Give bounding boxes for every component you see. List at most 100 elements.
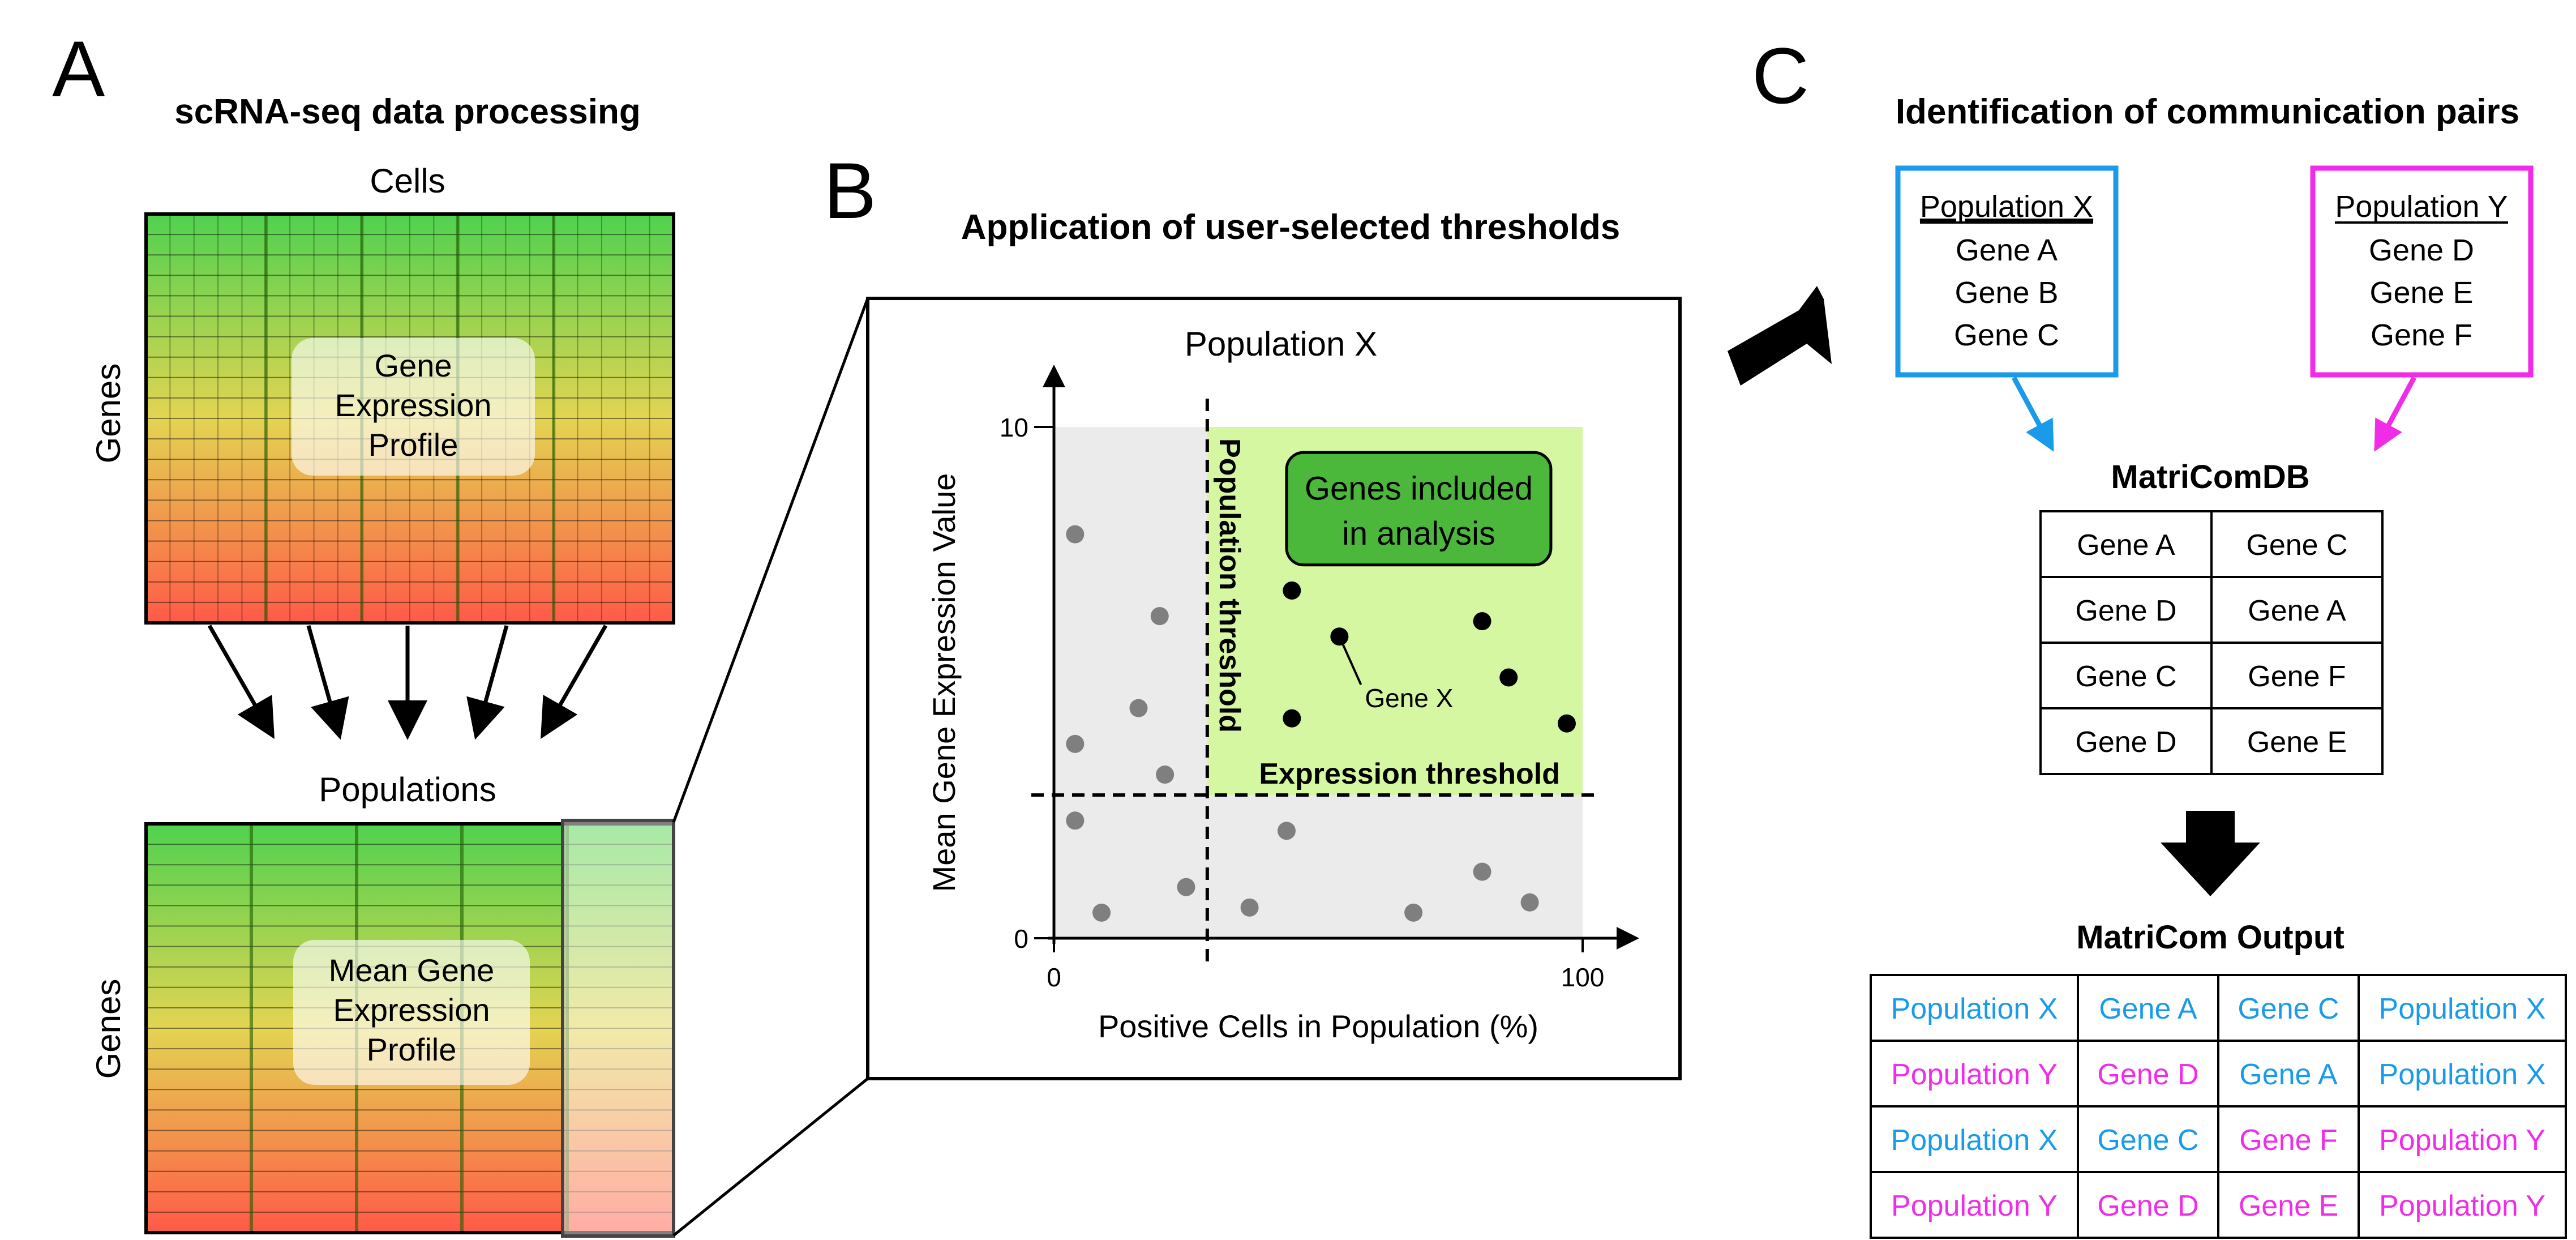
genes-label-top: Genes xyxy=(89,364,127,464)
output-cell-text: Gene D xyxy=(2097,1058,2198,1091)
population-y-gene-2: Gene E xyxy=(2369,276,2473,310)
gene-x-label: Gene X xyxy=(1365,683,1453,713)
excluded-gene-point xyxy=(1520,893,1539,912)
excluded-gene-point xyxy=(1092,903,1111,922)
db-cell-text: Gene D xyxy=(2075,726,2176,759)
db-cell-text: Gene A xyxy=(2248,595,2346,627)
excluded-gene-point xyxy=(1156,766,1175,784)
profile-line-2: Expression xyxy=(335,387,491,423)
excluded-gene-point xyxy=(1066,525,1085,544)
excluded-gene-point xyxy=(1277,822,1296,840)
output-cell-text: Gene C xyxy=(2238,993,2339,1025)
cell-gene-matrix: Gene Expression Profile xyxy=(144,212,675,625)
excluded-gene-point xyxy=(1066,811,1085,830)
selected-population-column xyxy=(561,819,675,1238)
x-tick-label: 0 xyxy=(1047,963,1061,992)
panel-c: C Identification of communication pairs … xyxy=(1752,31,2567,1239)
mean-profile-badge xyxy=(293,940,530,1085)
output-cell-text: Population Y xyxy=(2379,1124,2545,1157)
output-cell-text: Population Y xyxy=(1891,1190,2058,1222)
population-y-title: Population Y xyxy=(2335,190,2508,224)
included-gene-point xyxy=(1499,668,1518,687)
zoom-lines xyxy=(672,298,869,1237)
aggregation-arrows xyxy=(207,625,608,740)
excluded-gene-point xyxy=(1066,734,1085,753)
population-y-gene-1: Gene D xyxy=(2369,233,2474,267)
panel-a-letter: A xyxy=(52,24,105,113)
population-x-gene-2: Gene B xyxy=(1954,276,2058,310)
y-axis-label: Mean Gene Expression Value xyxy=(926,473,962,892)
cells-label: Cells xyxy=(370,162,445,200)
mean-profile-line-2: Expression xyxy=(333,992,490,1028)
output-cell xyxy=(2077,974,2219,1042)
matricomdb-table: Gene A Gene C Gene D Gene A Gene C Gene F Gene… xyxy=(2039,510,2384,775)
genes-label-bottom: Genes xyxy=(89,979,127,1079)
aggregation-arrow-4 xyxy=(466,625,509,740)
output-cell-text: Population X xyxy=(1891,993,2058,1025)
matricom-output-table: Population X Gene A Gene C Population X Popu… xyxy=(1870,974,2567,1239)
output-cell-text: Gene C xyxy=(2097,1124,2198,1157)
excluded-gene-point xyxy=(1177,878,1195,896)
panel-a: A scRNA-seq data processing Cells Genes … xyxy=(52,24,675,1238)
population-x-gene-1: Gene A xyxy=(1956,233,2058,267)
cell-gene-matrix-border xyxy=(144,212,675,625)
profile-line-1: Gene xyxy=(375,348,452,383)
included-gene-point xyxy=(1283,709,1301,728)
population-x-arrow xyxy=(2012,376,2054,452)
db-cell xyxy=(2210,576,2384,644)
output-cell xyxy=(2077,1105,2219,1173)
output-cell-text: Gene A xyxy=(2239,1058,2338,1091)
profile-line-3: Profile xyxy=(368,427,458,463)
output-cell-text: Population X xyxy=(2379,993,2546,1025)
zoom-line-bottom xyxy=(672,1077,869,1237)
included-gene-point xyxy=(1473,612,1491,631)
db-cell xyxy=(2210,707,2384,775)
db-cell-text: Gene D xyxy=(2075,595,2176,627)
population-x-frame xyxy=(1895,165,2119,378)
gene-x-leader-line xyxy=(1338,636,1362,686)
population-threshold-label: Population threshold xyxy=(1213,438,1246,733)
db-cell-text: Gene F xyxy=(2248,660,2346,693)
output-cell xyxy=(1870,1171,2079,1239)
db-cell xyxy=(2039,707,2213,775)
db-cell xyxy=(2210,510,2384,578)
db-cell-text: Gene A xyxy=(2077,529,2175,562)
db-to-output-arrow xyxy=(2161,811,2260,896)
included-genes-label-line-2: in analysis xyxy=(1342,515,1495,552)
output-cell xyxy=(2217,1171,2360,1239)
included-gene-point xyxy=(1557,714,1576,733)
population-x-gene-3: Gene C xyxy=(1954,318,2059,352)
db-cell xyxy=(2210,642,2384,709)
output-cell-text: Population Y xyxy=(1891,1058,2058,1091)
output-cell xyxy=(2077,1040,2219,1108)
output-cell xyxy=(2217,974,2360,1042)
panel-c-letter: C xyxy=(1752,31,1809,120)
db-cell xyxy=(2039,576,2213,644)
panel-b-title: Application of user-selected thresholds xyxy=(961,208,1620,247)
db-title: MatriComDB xyxy=(2111,459,2309,495)
mean-profile-line-1: Mean Gene xyxy=(329,952,495,988)
y-tick-label: 10 xyxy=(1000,413,1028,442)
db-cell xyxy=(2039,510,2213,578)
panel-c-title: Identification of communication pairs xyxy=(1896,92,2519,131)
panel-b-letter: B xyxy=(824,146,876,235)
population-gene-matrix: Mean Gene Expression Profile xyxy=(144,819,675,1238)
excluded-gene-point xyxy=(1240,898,1259,917)
big-arrow-b-to-c xyxy=(1728,286,1832,386)
output-cell xyxy=(2358,1171,2567,1239)
chart-title: Population X xyxy=(1185,325,1377,363)
y-tick-label: 0 xyxy=(1014,924,1028,953)
output-cell xyxy=(2358,974,2567,1042)
zoom-line-top xyxy=(672,298,869,823)
output-cell-text: Gene E xyxy=(2239,1190,2338,1222)
db-cell-text: Gene C xyxy=(2246,529,2347,562)
output-cell xyxy=(2217,1105,2360,1173)
population-y-box: Population Y Gene D Gene E Gene F xyxy=(2310,165,2534,378)
output-cell-text: Population X xyxy=(1891,1124,2058,1157)
expression-threshold-label: Expression threshold xyxy=(1259,758,1560,790)
db-cell-text: Gene C xyxy=(2075,660,2176,693)
output-cell-text: Gene D xyxy=(2097,1190,2198,1222)
included-genes-box xyxy=(1285,451,1553,567)
